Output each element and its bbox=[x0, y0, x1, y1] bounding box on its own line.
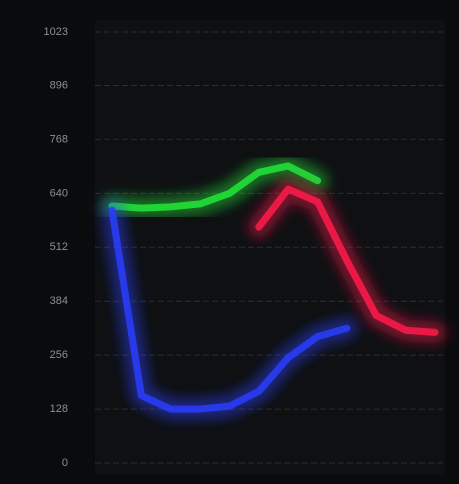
y-tick-label: 256 bbox=[50, 349, 68, 361]
page: {"chart_data": {"type": "line", "categor… bbox=[0, 0, 459, 484]
y-tick-label: 512 bbox=[50, 241, 68, 253]
y-tick-label: 768 bbox=[50, 133, 68, 145]
y-tick-label: 0 bbox=[62, 457, 68, 469]
y-tick-label: 896 bbox=[50, 79, 68, 91]
y-tick-label: 1023 bbox=[44, 26, 68, 38]
waveform-scope: 0 128 256 384 512 640 768 896 1023 bbox=[0, 0, 459, 484]
y-tick-label: 384 bbox=[50, 295, 68, 307]
y-tick-label: 640 bbox=[50, 187, 68, 199]
y-tick-label: 128 bbox=[50, 403, 68, 415]
